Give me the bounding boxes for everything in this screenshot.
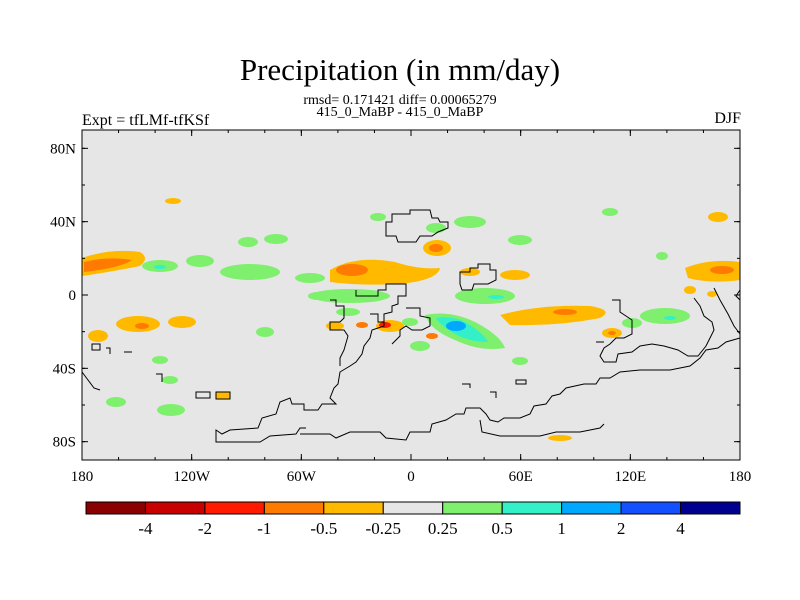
patch <box>664 316 676 320</box>
colorbar-swatch <box>323 501 384 515</box>
lat-tick-label: 80N <box>50 141 76 157</box>
lon-tick-label: 0 <box>407 469 415 485</box>
colorbar-swatch <box>620 501 682 515</box>
patch <box>512 357 528 365</box>
patch <box>152 356 168 364</box>
patch <box>168 316 196 328</box>
patch <box>295 273 325 283</box>
coastlines <box>81 209 741 443</box>
lat-tick-label: 0 <box>69 288 77 304</box>
patch <box>553 309 577 315</box>
patch <box>640 308 690 324</box>
patch <box>135 323 149 329</box>
colorbar-label: -2 <box>198 519 212 538</box>
patch <box>710 266 734 274</box>
colorbar-swatch <box>263 501 325 515</box>
chart-title: Precipitation (in mm/day) <box>239 52 561 87</box>
patch <box>336 308 360 316</box>
colorbar-label: -1 <box>257 519 271 538</box>
anomaly-patches <box>82 198 740 441</box>
patch <box>500 270 530 280</box>
patch <box>220 264 280 280</box>
colorbar-swatch <box>144 501 206 515</box>
colorbar-swatch <box>85 501 146 515</box>
patch <box>454 216 486 228</box>
patch <box>410 341 430 351</box>
patch <box>426 223 446 233</box>
patch <box>608 331 616 335</box>
cases-line: 415_0_MaBP - 415_0_MaBP <box>316 105 484 120</box>
colorbar-label: 0.5 <box>492 519 513 538</box>
patch <box>707 291 717 297</box>
patch <box>500 305 606 326</box>
lat-tick-label: 40S <box>53 361 76 377</box>
patch <box>154 265 166 269</box>
lat-tick-label: 40N <box>50 215 76 231</box>
patch <box>326 322 344 330</box>
patch <box>256 327 274 337</box>
experiment-label: Expt = tfLMf-tfKSf <box>82 112 210 129</box>
patch <box>488 295 504 299</box>
lat-tick-label: 80S <box>53 435 76 451</box>
colorbar-swatch <box>501 501 563 515</box>
patch <box>455 288 515 304</box>
patch <box>602 208 618 216</box>
colorbar-label: -4 <box>138 519 153 538</box>
patch <box>402 318 418 326</box>
patch <box>88 330 108 342</box>
patch <box>446 321 466 331</box>
lon-tick-label: 120E <box>614 469 646 485</box>
colorbar: -4 -2 -1 -0.5 -0.25 0.25 0.5 1 2 4 <box>85 501 741 538</box>
patch <box>238 237 258 247</box>
patch <box>370 213 386 221</box>
patch <box>708 212 728 222</box>
colorbar-label: 1 <box>557 519 566 538</box>
map-plot-area <box>82 130 740 460</box>
colorbar-swatch <box>204 501 265 515</box>
patch <box>548 435 572 441</box>
lon-tick-label: 180 <box>71 469 94 485</box>
patch <box>656 252 668 260</box>
colorbar-label: 4 <box>676 519 685 538</box>
colorbar-swatch <box>442 501 503 515</box>
patch <box>356 322 368 328</box>
colorbar-label: -0.5 <box>310 519 337 538</box>
patch <box>684 286 696 294</box>
patch <box>162 376 178 384</box>
patch <box>264 234 288 244</box>
lon-tick-label: 60E <box>509 469 533 485</box>
lon-tick-label: 180 <box>729 469 752 485</box>
patch <box>308 292 328 300</box>
stats-line: rmsd= 0.171421 diff= 0.00065279 <box>303 93 497 108</box>
patch <box>157 404 185 416</box>
colorbar-label: -0.25 <box>366 519 401 538</box>
lon-tick-label: 60W <box>287 469 317 485</box>
patch <box>84 258 132 272</box>
lon-tick-label: 120W <box>173 469 211 485</box>
patch <box>215 391 231 400</box>
axis-ticks: 80N 40N 0 40S 80S 180 120W 60W 0 60E 120E 180 <box>50 130 751 485</box>
season-label: DJF <box>714 110 741 127</box>
patch <box>186 255 214 267</box>
patch <box>429 244 443 252</box>
patch <box>106 397 126 407</box>
patch <box>336 264 368 276</box>
colorbar-swatch <box>561 501 622 515</box>
colorbar-label: 0.25 <box>428 519 458 538</box>
colorbar-swatch <box>382 501 444 515</box>
patch <box>165 198 181 204</box>
colorbar-label: 2 <box>617 519 626 538</box>
colorbar-swatch <box>680 501 741 515</box>
patch <box>508 235 532 245</box>
patch <box>426 333 438 339</box>
